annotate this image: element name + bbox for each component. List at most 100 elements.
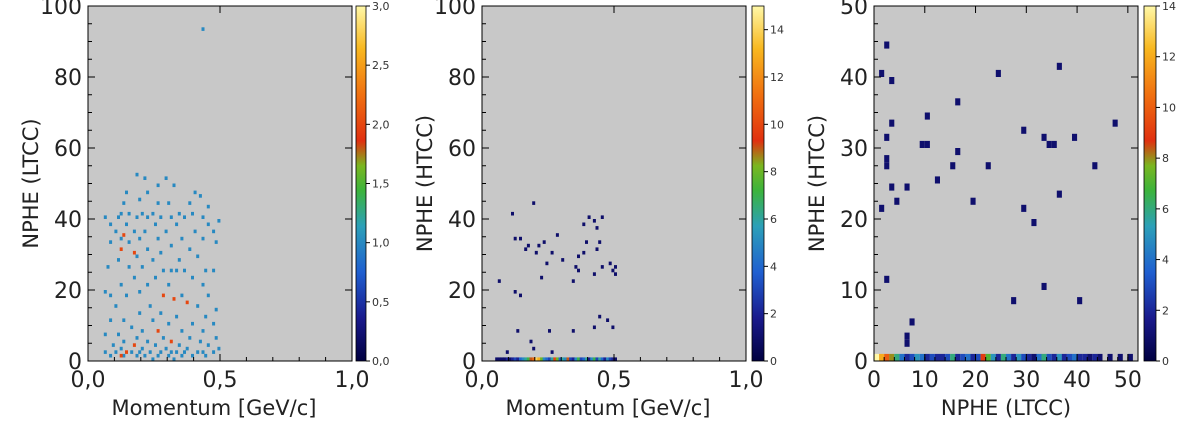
heatmap-cell — [146, 215, 150, 219]
heatmap-cell — [161, 336, 165, 340]
colorbar-tick-label: 0 — [770, 355, 777, 368]
y-tick-label: 20 — [448, 279, 476, 304]
heatmap-cell — [169, 215, 173, 219]
heatmap-cell — [191, 353, 194, 358]
heatmap-cell — [600, 357, 604, 361]
heatmap-cell — [114, 304, 118, 308]
heatmap-cell — [1061, 353, 1067, 361]
heatmap-cell — [558, 357, 562, 361]
heatmap-cell — [526, 357, 530, 361]
heatmap-cell — [505, 350, 509, 354]
heatmap-cell — [132, 343, 136, 347]
heatmap-cell — [990, 353, 996, 361]
heatmap-cell — [1000, 353, 1006, 361]
heatmap-cell — [1127, 353, 1133, 361]
heatmap-cell — [201, 282, 205, 287]
x-axis-title: Momentum [GeV/c] — [506, 396, 711, 420]
heatmap-cell — [995, 69, 1001, 77]
heatmap-cell — [185, 300, 189, 305]
heatmap-cell — [1112, 119, 1118, 127]
heatmap-cell — [125, 222, 128, 227]
y-axis-title: NPHE (LTCC) — [19, 118, 43, 248]
heatmap-cell — [540, 357, 544, 361]
heatmap-cell — [606, 357, 610, 361]
y-tick-label: 80 — [448, 66, 476, 91]
heatmap-cell — [127, 211, 131, 216]
heatmap-cell — [125, 293, 128, 298]
colorbar-tick-label: 12 — [770, 71, 784, 84]
heatmap-cell — [154, 222, 157, 227]
heatmap-cell — [555, 233, 559, 237]
heatmap-cell — [542, 240, 546, 244]
x-tick-label: 1,0 — [335, 368, 370, 393]
heatmap-cell — [212, 321, 216, 326]
heatmap-cell — [132, 250, 136, 255]
heatmap-cell — [513, 357, 517, 361]
y-tick-label: 40 — [54, 208, 82, 233]
heatmap-cell — [524, 247, 528, 251]
heatmap-cell — [167, 201, 171, 205]
heatmap-cell — [151, 318, 155, 322]
heatmap-cell — [135, 336, 139, 340]
heatmap-cell — [582, 357, 586, 361]
colorbar-tick-label: 2,5 — [372, 59, 390, 72]
heatmap-cell — [614, 265, 617, 269]
heatmap-cell — [214, 240, 218, 244]
heatmap-cell — [1097, 353, 1103, 361]
heatmap-cell — [156, 236, 160, 241]
colorbar-tick-label: 2 — [1162, 304, 1169, 317]
y-tick-label: 0 — [462, 350, 476, 375]
heatmap-cell — [130, 325, 134, 330]
heatmap-cell — [914, 353, 920, 361]
x-tick-label: 40 — [1063, 368, 1091, 393]
heatmap-cell — [151, 258, 155, 262]
heatmap-cell — [175, 314, 179, 319]
heatmap-cell — [1092, 162, 1098, 170]
heatmap-cell — [598, 357, 602, 361]
y-tick-label: 0 — [854, 350, 868, 375]
heatmap-cell — [519, 357, 522, 361]
heatmap-cell — [122, 353, 126, 358]
heatmap-cell — [894, 197, 900, 205]
heatmap-cell — [516, 329, 520, 333]
colorbar-tick-label: 4 — [770, 260, 777, 273]
heatmap-cell — [114, 350, 118, 354]
heatmap-cell — [119, 346, 123, 351]
x-tick-label: 0,0 — [465, 368, 500, 393]
heatmap-cell — [206, 222, 210, 227]
heatmap-cell — [519, 236, 522, 241]
heatmap-cell — [929, 353, 935, 361]
heatmap-cell — [1056, 353, 1062, 361]
heatmap-cell — [1087, 353, 1093, 361]
heatmap-cell — [1051, 140, 1057, 148]
heatmap-cell — [497, 279, 501, 283]
heatmap-cell — [169, 243, 173, 248]
heatmap-cell — [169, 339, 173, 344]
heatmap-cell — [950, 353, 956, 361]
heatmap-cell — [217, 346, 221, 351]
heatmap-cell — [934, 353, 940, 361]
heatmap-cell — [595, 357, 599, 361]
heatmap-cell — [503, 357, 507, 361]
heatmap-cell — [169, 268, 173, 273]
heatmap-cell — [592, 272, 596, 276]
heatmap-panel-1: 0,0 0,5 1,0 0 20 40 60 80 100 Momentum [GeV/c] NPH… — [19, 0, 390, 420]
heatmap-cell — [537, 357, 541, 361]
heatmap-cell — [585, 240, 588, 244]
heatmap-cell — [497, 357, 501, 361]
heatmap-cell — [555, 357, 559, 361]
heatmap-cell — [577, 254, 580, 259]
heatmap-cell — [143, 176, 147, 180]
heatmap-cell — [1016, 353, 1022, 361]
heatmap-cell — [164, 346, 168, 351]
heatmap-cell — [582, 250, 586, 255]
heatmap-cell — [1056, 190, 1062, 198]
colorbar-tick-label: 0,5 — [372, 296, 390, 309]
heatmap-cell — [175, 222, 179, 227]
heatmap-cell — [608, 261, 612, 266]
heatmap-cell — [975, 353, 981, 361]
heatmap-cell — [884, 353, 890, 361]
heatmap-cell — [884, 133, 890, 141]
heatmap-cell — [143, 353, 147, 358]
